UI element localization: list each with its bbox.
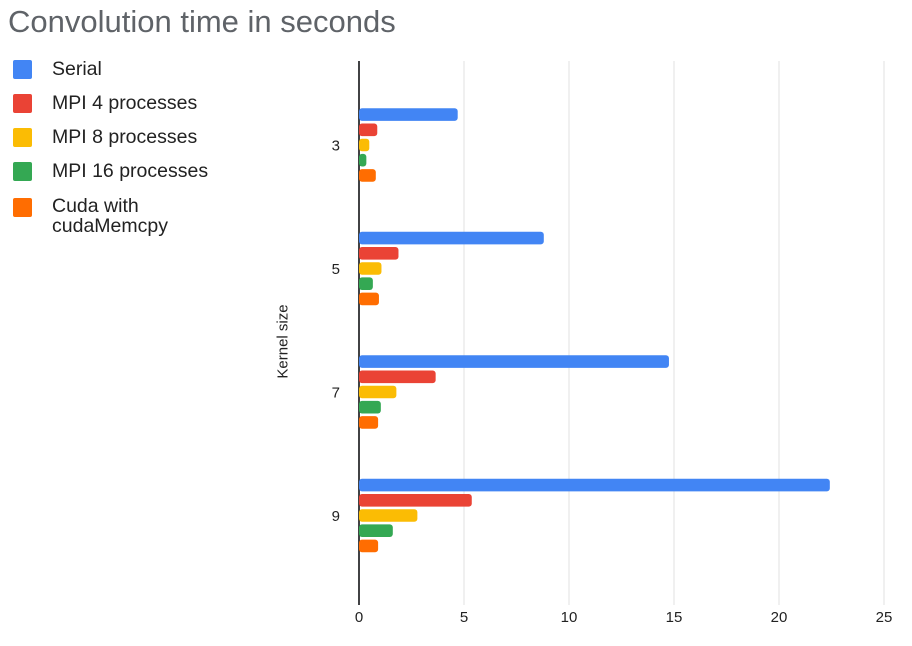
svg-text:0: 0 xyxy=(355,609,363,626)
svg-text:10: 10 xyxy=(561,609,578,626)
svg-text:9: 9 xyxy=(332,508,340,525)
svg-text:15: 15 xyxy=(666,609,683,626)
svg-text:20: 20 xyxy=(771,609,788,626)
svg-text:25: 25 xyxy=(876,609,893,626)
svg-text:7: 7 xyxy=(332,385,340,402)
svg-text:5: 5 xyxy=(460,609,468,626)
svg-text:5: 5 xyxy=(332,261,340,278)
svg-text:3: 3 xyxy=(332,138,340,155)
